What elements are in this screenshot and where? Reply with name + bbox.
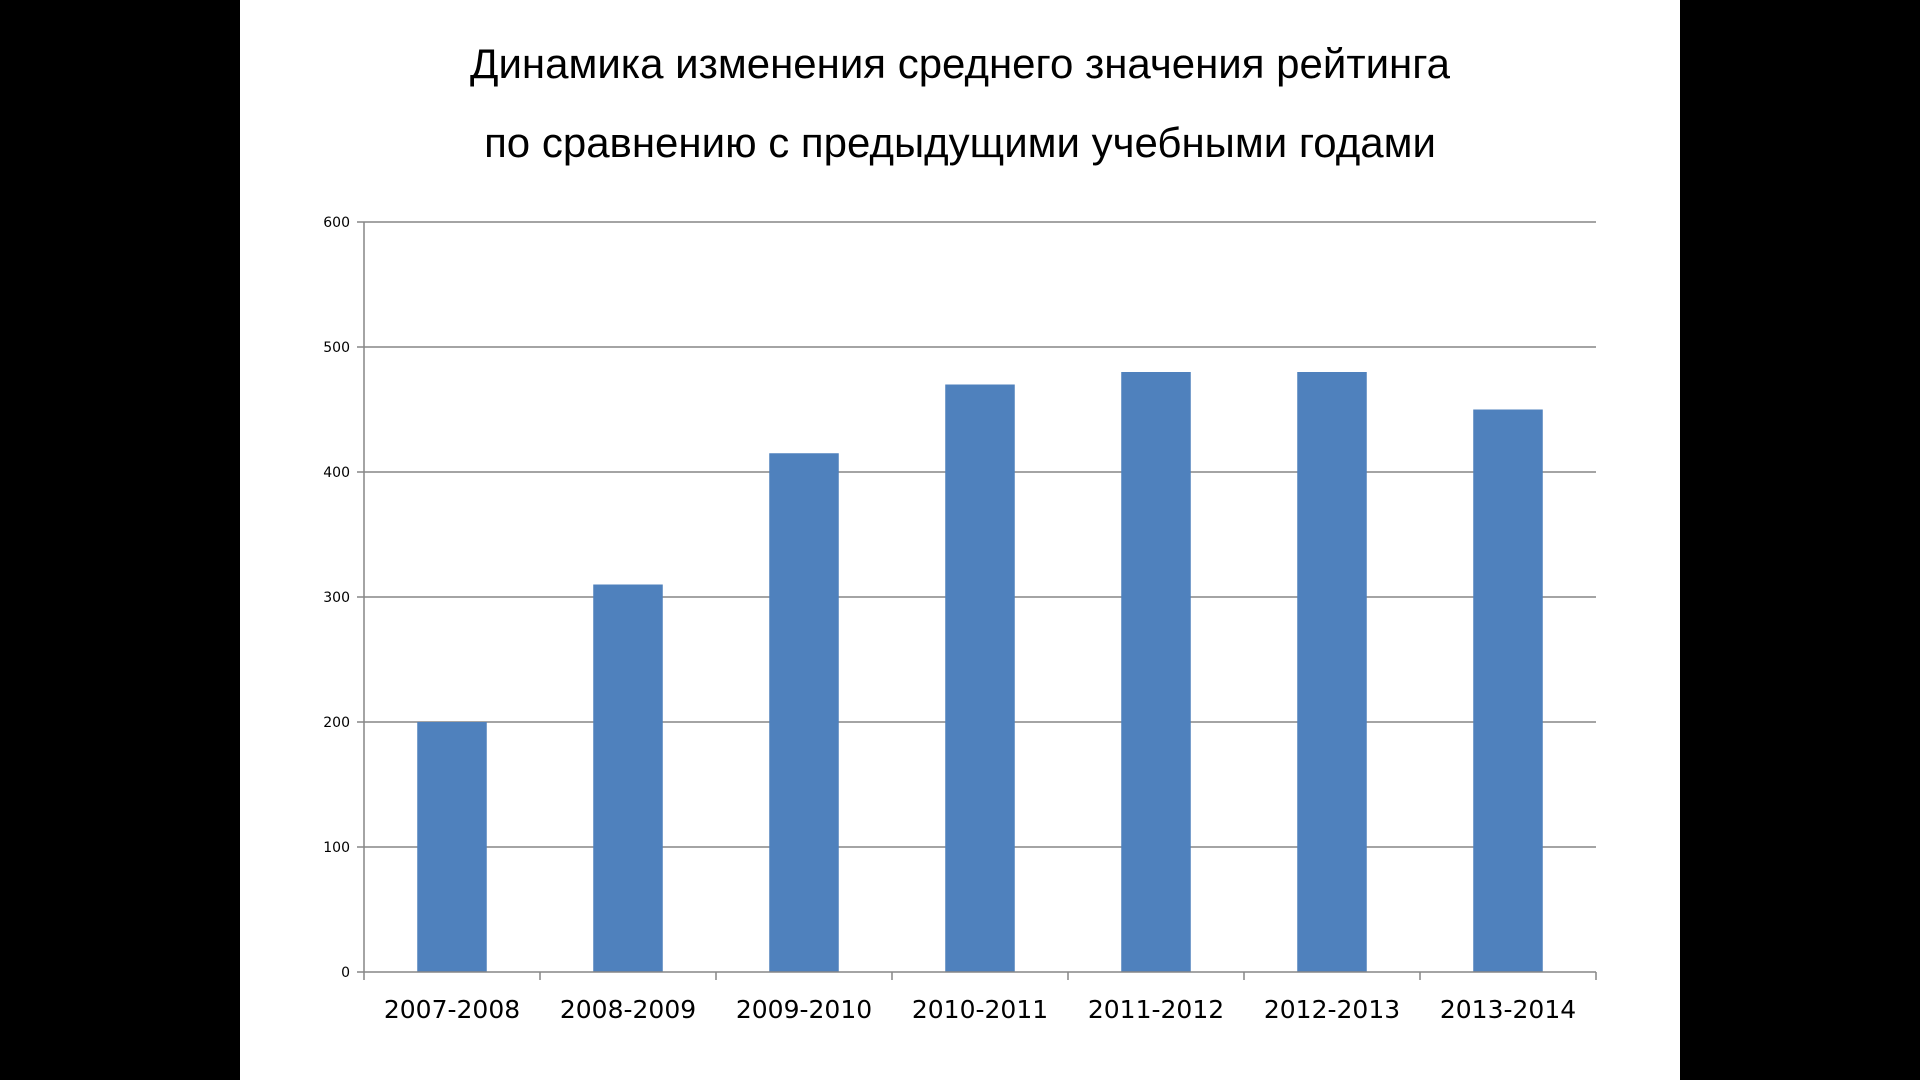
- y-tick-label: 200: [323, 715, 350, 731]
- bar-2012-2013: [1297, 372, 1367, 972]
- bar-2008-2009: [593, 584, 663, 972]
- bar-2010-2011: [945, 384, 1015, 972]
- x-tick-labels: 2007-2008 2008-2009 2009-2010 2010-2011 2011…: [384, 995, 1576, 1024]
- x-tick-label: 2013-2014: [1440, 995, 1576, 1024]
- axes: [357, 221, 1597, 980]
- bar-2007-2008: [417, 722, 487, 972]
- y-tick-label: 100: [323, 840, 350, 856]
- chart-title-line-2: по сравнению с предыдущими учебными года…: [484, 119, 1436, 166]
- bars: [417, 372, 1543, 972]
- y-tick-label: 600: [323, 215, 350, 231]
- slide: Динамика изменения среднего значения рей…: [240, 0, 1680, 1080]
- x-tick-label: 2012-2013: [1264, 995, 1400, 1024]
- y-tick-label: 500: [323, 340, 350, 356]
- x-tick-label: 2009-2010: [736, 995, 872, 1024]
- x-tick-label: 2010-2011: [912, 995, 1048, 1024]
- bar-2009-2010: [769, 453, 839, 972]
- y-tick-label: 400: [323, 465, 350, 481]
- x-tick-label: 2011-2012: [1088, 995, 1224, 1024]
- chart-title-line-1: Динамика изменения среднего значения рей…: [470, 40, 1450, 87]
- x-tick-label: 2007-2008: [384, 995, 520, 1024]
- y-tick-labels: 0 100 200 300 400 500 600: [323, 215, 350, 981]
- x-tick-label: 2008-2009: [560, 995, 696, 1024]
- y-tick-label: 300: [323, 590, 350, 606]
- bar-2013-2014: [1473, 409, 1543, 972]
- y-tick-label: 0: [341, 965, 350, 981]
- bar-2011-2012: [1121, 372, 1191, 972]
